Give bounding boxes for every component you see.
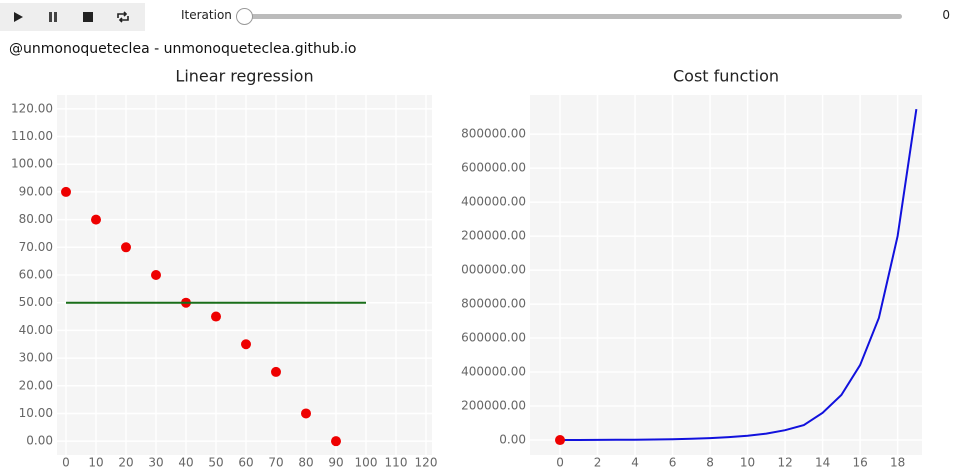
iteration-value: 0 (942, 8, 950, 22)
y-tick-label: 90.00 (19, 184, 53, 198)
y-tick-label: 0.00 (26, 434, 53, 448)
y-tick-label: 80.00 (19, 212, 53, 226)
x-tick-label: 70 (268, 456, 283, 470)
y-tick-label: 40.00 (19, 323, 53, 337)
chart-title: Cost function (673, 67, 779, 86)
y-tick-label: 200000.00 (461, 229, 526, 243)
plot-area (530, 95, 922, 455)
x-tick-label: 90 (328, 456, 343, 470)
credit: @unmonoqueteclea - unmonoqueteclea.githu… (9, 41, 357, 57)
x-tick-label: 60 (238, 456, 253, 470)
y-tick-label: 600000.00 (461, 331, 526, 345)
y-tick-label: 30.00 (19, 351, 53, 365)
x-tick-label: 8 (706, 456, 714, 470)
repeat-button[interactable] (105, 3, 140, 31)
point (271, 366, 281, 377)
point (555, 435, 566, 446)
x-tick-label: 30 (148, 456, 163, 470)
point (91, 214, 101, 225)
point (61, 186, 71, 197)
line (560, 108, 918, 442)
y-tick-label: 100.00 (11, 157, 53, 171)
y-tick-label: 50.00 (19, 295, 53, 309)
point (151, 270, 161, 280)
pause-button[interactable] (35, 3, 70, 31)
x-tick-label: 18 (890, 456, 905, 470)
toolbar (0, 3, 145, 31)
x-tick-label: 6 (669, 456, 677, 470)
x-tick-label: 14 (815, 456, 830, 470)
x-tick-label: 100 (355, 456, 378, 470)
point (301, 408, 311, 419)
play-button[interactable] (0, 3, 35, 31)
x-tick-label: 2 (594, 456, 602, 470)
x-tick-label: 0 (62, 456, 70, 470)
iteration-slider[interactable] (240, 14, 902, 19)
y-tick-label: 0.00 (499, 433, 526, 447)
x-tick-label: 20 (118, 456, 133, 470)
point (331, 436, 341, 447)
x-tick-label: 10 (740, 456, 755, 470)
y-tick-label: 110.00 (11, 129, 53, 143)
iteration-label: Iteration (181, 8, 232, 22)
x-tick-label: 12 (777, 456, 792, 470)
point (121, 242, 131, 253)
x-tick-label: 4 (631, 456, 639, 470)
y-tick-label: 70.00 (19, 240, 53, 254)
y-tick-label: 800000.00 (461, 297, 526, 311)
x-tick-label: 0 (556, 456, 564, 470)
x-tick-label: 50 (208, 456, 223, 470)
y-tick-label: 20.00 (19, 378, 53, 392)
x-tick-label: 40 (178, 456, 193, 470)
point (211, 311, 221, 322)
y-tick-label: 000000.00 (461, 263, 526, 277)
x-tick-label: 120 (415, 456, 438, 470)
x-tick-label: 110 (385, 456, 408, 470)
point (241, 339, 251, 350)
x-tick-label: 16 (852, 456, 867, 470)
x-tick-label: 10 (88, 456, 103, 470)
y-tick-label: 120.00 (11, 101, 53, 115)
stop-button[interactable] (70, 3, 105, 31)
y-tick-label: 400000.00 (461, 365, 526, 379)
slider-knob[interactable] (236, 8, 253, 25)
y-tick-label: 600000.00 (461, 161, 526, 175)
y-tick-label: 200000.00 (461, 399, 526, 413)
x-tick-label: 80 (298, 456, 313, 470)
y-tick-label: 800000.00 (461, 127, 526, 141)
y-tick-label: 400000.00 (461, 195, 526, 209)
chart-title: Linear regression (175, 67, 313, 86)
y-tick-label: 10.00 (19, 406, 53, 420)
y-tick-label: 60.00 (19, 268, 53, 282)
